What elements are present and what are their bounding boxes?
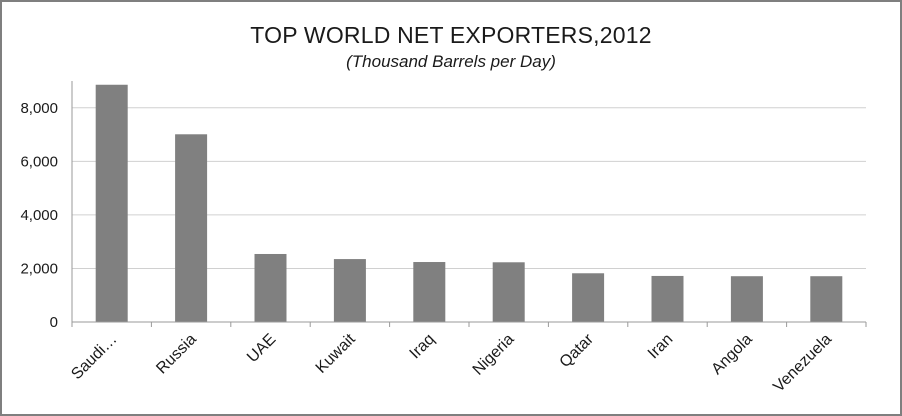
x-category-label: Qatar [557,330,598,371]
bars [95,84,843,322]
x-category-label: Iraq [407,331,439,363]
chart-subtitle: (Thousand Barrels per Day) [346,52,556,71]
bar [492,262,525,322]
chart-title: TOP WORLD NET EXPORTERS,2012 [250,22,652,48]
x-category-labels: Saudi… Russia UAE Kuwait Iraq Nigeria Qatar Ira… [68,330,835,395]
bar [810,276,843,322]
bar [333,259,366,322]
x-category-label: Venezuela [770,331,835,396]
bar [175,134,208,322]
x-category-label: Russia [153,331,200,378]
bar [95,84,128,322]
y-tick-labels: 0 2,000 4,000 6,000 8,000 [20,100,58,331]
y-tick-label: 8,000 [20,100,58,117]
x-category-label: Iran [645,331,677,363]
bar [254,253,287,322]
bar [572,273,605,322]
x-category-label: Angola [708,331,755,378]
y-tick-label: 2,000 [20,260,58,277]
y-tick-label: 4,000 [20,207,58,224]
bar [413,262,446,322]
y-tick-label: 0 [50,314,58,331]
axes [71,81,867,327]
x-category-label: Kuwait [313,330,359,376]
x-category-label: Saudi… [68,331,120,383]
y-tick-label: 6,000 [20,153,58,170]
x-category-label: UAE [244,331,279,366]
x-category-label: Nigeria [470,331,518,379]
bar [730,276,763,322]
bar [651,275,684,322]
